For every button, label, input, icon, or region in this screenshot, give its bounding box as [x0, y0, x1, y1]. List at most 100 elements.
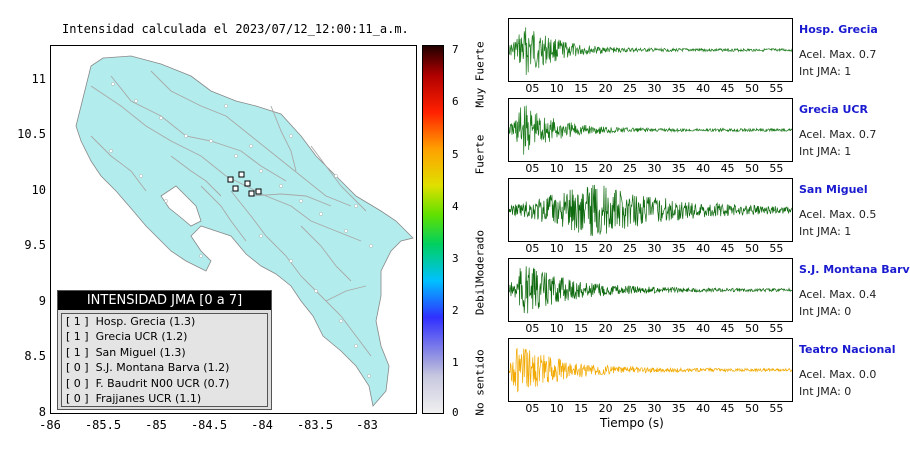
scale-category: Muy Fuerte: [473, 41, 487, 108]
station-jma: Int JMA: 0: [799, 305, 852, 318]
time-tick: 25: [622, 162, 637, 175]
time-tick: 05: [525, 402, 540, 415]
time-tick: 05: [525, 82, 540, 95]
time-tick: 20: [598, 162, 613, 175]
station-jma: Int JMA: 0: [799, 385, 852, 398]
legend-row: [ 1 ] Grecia UCR (1.2): [66, 330, 188, 344]
station-accel: Acel. Max. 0.0: [799, 368, 877, 381]
time-tick: 25: [622, 242, 637, 255]
waveform-panel: [508, 258, 793, 322]
lon-tick: -83.5: [296, 418, 334, 432]
legend-row: [ 0 ] S.J. Montana Barva (1.2): [66, 361, 230, 375]
waveform-line: [508, 27, 793, 76]
time-tick: 30: [647, 322, 662, 335]
time-tick: 10: [549, 402, 564, 415]
lon-tick: -86: [39, 418, 61, 432]
time-tick: 35: [671, 242, 686, 255]
waveform-svg: [508, 347, 793, 393]
station-marker: [238, 171, 245, 178]
time-tick: 50: [744, 242, 759, 255]
time-axis-label: Tiempo (s): [600, 416, 664, 430]
time-tick: 20: [598, 402, 613, 415]
lat-tick: 8.5: [24, 349, 46, 363]
scale-tick: 7: [452, 43, 459, 56]
legend-header: INTENSIDAD JMA [0 a 7]: [58, 291, 271, 310]
station-accel: Acel. Max. 0.5: [799, 208, 877, 221]
time-tick: 50: [744, 322, 759, 335]
time-tick: 15: [574, 82, 589, 95]
station-accel: Acel. Max. 0.4: [799, 288, 877, 301]
time-tick: 30: [647, 162, 662, 175]
waveform-line: [508, 347, 793, 393]
scale-category: No sentido: [473, 349, 487, 416]
station-marker: [227, 176, 234, 183]
lon-tick: -84: [251, 418, 273, 432]
time-tick: 25: [622, 402, 637, 415]
legend-row: [ 0 ] F. Baudrit N00 UCR (0.7): [66, 376, 230, 390]
station-jma: Int JMA: 1: [799, 65, 852, 78]
time-tick: 55: [769, 82, 784, 95]
waveform-svg: [508, 266, 793, 314]
scale-category: Fuerte: [473, 134, 487, 175]
map-title: Intensidad calculada el 2023/07/12_12:00…: [62, 22, 409, 36]
scale-tick: 6: [452, 95, 459, 108]
time-tick: 20: [598, 82, 613, 95]
time-tick: 50: [744, 162, 759, 175]
lat-tick: 9: [38, 294, 46, 308]
time-tick: 45: [720, 82, 735, 95]
time-tick: 35: [671, 162, 686, 175]
station-name: Hosp. Grecia: [799, 23, 878, 36]
waveform-line: [508, 266, 793, 314]
time-tick: 10: [549, 242, 564, 255]
time-tick: 45: [720, 242, 735, 255]
station-name: Teatro Nacional: [799, 343, 896, 356]
station-jma: Int JMA: 1: [799, 145, 852, 158]
scale-tick: 5: [452, 148, 459, 161]
lon-tick: -85: [145, 418, 167, 432]
time-tick: 50: [744, 402, 759, 415]
station-name: S.J. Montana Barva: [799, 263, 910, 276]
waveform-panel: [508, 98, 793, 162]
time-tick: 35: [671, 82, 686, 95]
time-tick: 20: [598, 322, 613, 335]
time-tick: 10: [549, 322, 564, 335]
scale-tick: 2: [452, 304, 459, 317]
waveform-svg: [508, 27, 793, 76]
waveform-line: [508, 105, 793, 155]
time-tick: 30: [647, 82, 662, 95]
station-marker: [244, 180, 251, 187]
time-tick: 45: [720, 402, 735, 415]
waveform-panel: [508, 178, 793, 242]
time-tick: 55: [769, 322, 784, 335]
time-tick: 15: [574, 322, 589, 335]
time-tick: 15: [574, 402, 589, 415]
time-tick: 35: [671, 402, 686, 415]
scale-tick: 0: [452, 406, 459, 419]
lat-tick: 11: [31, 72, 46, 86]
legend-row: [ 1 ] Hosp. Grecia (1.3): [66, 315, 196, 328]
lat-tick: 10: [31, 183, 46, 197]
time-tick: 55: [769, 402, 784, 415]
intensity-color-scale: [422, 45, 444, 414]
waveform-svg: [508, 105, 793, 155]
legend-row: [ 1 ] San Miguel (1.3): [66, 345, 186, 359]
time-tick: 45: [720, 322, 735, 335]
time-tick: 20: [598, 242, 613, 255]
lon-tick: -84.5: [190, 418, 228, 432]
time-tick: 55: [769, 162, 784, 175]
station-jma: Int JMA: 1: [799, 225, 852, 238]
scale-tick: 1: [452, 356, 459, 369]
station-name: Grecia UCR: [799, 103, 868, 116]
lon-tick: -83: [356, 418, 378, 432]
time-tick: 40: [696, 242, 711, 255]
intensity-legend: INTENSIDAD JMA [0 a 7] [ 1 ] Hosp. Greci…: [57, 290, 272, 410]
waveform-panel: [508, 18, 793, 82]
time-tick: 15: [574, 242, 589, 255]
scale-tick: 4: [452, 200, 459, 213]
scale-tick: 3: [452, 252, 459, 265]
time-tick: 05: [525, 162, 540, 175]
time-tick: 05: [525, 242, 540, 255]
time-tick: 10: [549, 82, 564, 95]
lat-tick: 8: [38, 405, 46, 419]
time-tick: 40: [696, 82, 711, 95]
